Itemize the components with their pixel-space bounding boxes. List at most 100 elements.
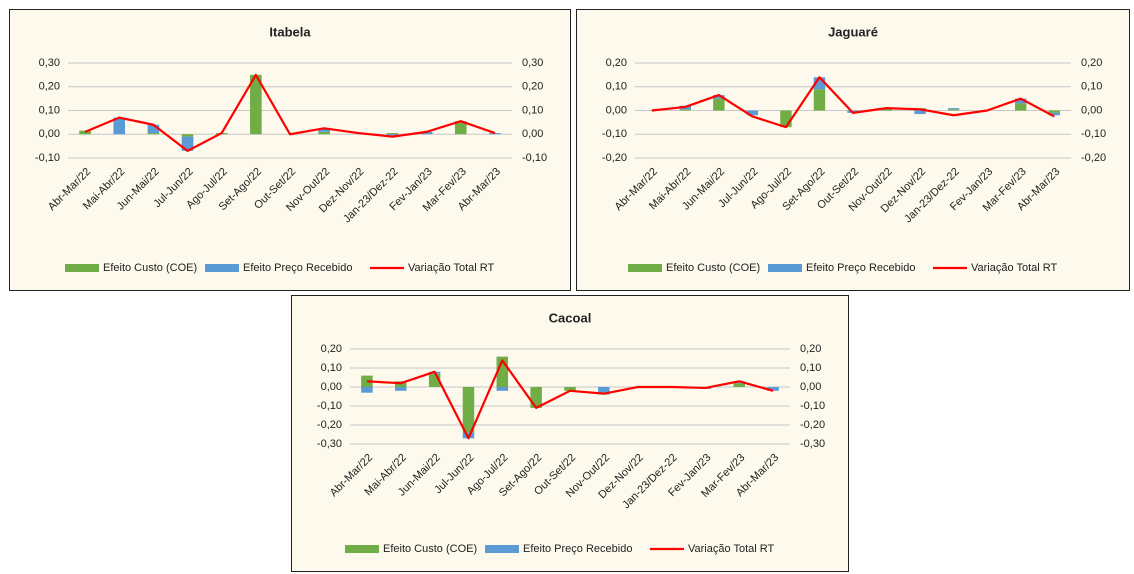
bar (713, 95, 725, 99)
bar (496, 387, 509, 391)
legend-label: Variação Total RT (688, 543, 774, 555)
y-tick-label: -0,30 (317, 438, 342, 450)
bar (462, 387, 475, 433)
y2-tick-label: 0,00 (1081, 104, 1102, 116)
bar (1014, 103, 1027, 111)
line-series (366, 359, 774, 440)
bar (1048, 112, 1060, 116)
bar (489, 133, 501, 135)
legend-swatch (768, 264, 802, 272)
y2-tick-label: 0,30 (522, 57, 543, 69)
bar (1014, 98, 1027, 104)
y2-tick-label: -0,20 (1081, 152, 1106, 164)
y2-tick-label: 0,10 (1081, 81, 1102, 93)
bar (733, 383, 745, 387)
legend-swatch (485, 545, 519, 553)
bar (530, 387, 542, 408)
bar (386, 133, 399, 135)
y2-tick-label: 0,20 (522, 81, 543, 93)
y2-tick-label: -0,10 (800, 400, 825, 412)
bar (181, 134, 194, 137)
bar (713, 98, 725, 111)
y-tick-label: -0,20 (317, 419, 342, 431)
legend-label: Efeito Custo (COE) (383, 543, 477, 555)
bar (454, 122, 467, 135)
legend-swatch (65, 264, 99, 272)
y-tick-label: 0,00 (321, 381, 342, 393)
bar (395, 387, 407, 391)
y2-tick-label: 0,00 (800, 381, 821, 393)
chart-title: Itabela (269, 24, 311, 39)
y2-tick-label: -0,10 (1081, 128, 1106, 140)
legend-label: Variação Total RT (971, 262, 1057, 274)
bar (428, 373, 441, 387)
bar (147, 133, 160, 135)
y2-tick-label: 0,20 (1081, 57, 1102, 69)
bar (914, 110, 926, 115)
bar (813, 89, 826, 111)
legend-label: Efeito Preço Recebido (523, 543, 632, 555)
y2-tick-label: 0,10 (522, 104, 543, 116)
bar (947, 109, 960, 111)
y2-tick-label: 0,20 (800, 343, 821, 355)
line-series (651, 76, 1055, 129)
bar (420, 131, 433, 135)
legend-label: Efeito Preço Recebido (806, 262, 915, 274)
y-tick-label: 0,10 (39, 104, 60, 116)
y2-tick-label: 0,10 (800, 362, 821, 374)
chart-panel: Itabela 0,30 0,20 0,10 0,00 -0,10 0,30 0,20 0,10… (9, 9, 571, 291)
bar (318, 129, 330, 132)
bar (1048, 110, 1060, 113)
bar (361, 387, 373, 393)
bar (746, 110, 759, 116)
chart-title: Jaguaré (828, 24, 878, 39)
legend-swatch (205, 264, 239, 272)
bar (679, 109, 692, 111)
bar (598, 387, 610, 395)
y2-tick-label: -0,20 (800, 419, 825, 431)
legend-swatch (628, 264, 662, 272)
legend-label: Efeito Custo (COE) (666, 262, 760, 274)
bar (147, 124, 160, 134)
y2-tick-label: -0,30 (800, 438, 825, 450)
chart-panel: Jaguaré 0,20 0,10 0,00 -0,10 -0,20 0,20 0,10 0,0… (576, 9, 1130, 291)
y-tick-label: 0,20 (321, 343, 342, 355)
y2-tick-label: -0,10 (522, 152, 547, 164)
y-tick-label: -0,20 (602, 152, 627, 164)
legend-label: Efeito Preço Recebido (243, 262, 352, 274)
y-tick-label: -0,10 (317, 400, 342, 412)
line-series (84, 73, 496, 152)
chart-title: Cacoal (549, 310, 592, 325)
y-tick-label: -0,10 (602, 128, 627, 140)
y-tick-label: 0,10 (606, 81, 627, 93)
chart: Itabela 0,30 0,20 0,10 0,00 -0,10 0,30 0,20 0,10… (35, 24, 547, 274)
bar (462, 432, 475, 439)
y-tick-label: 0,30 (39, 57, 60, 69)
y2-tick-label: 0,00 (522, 128, 543, 140)
bar (564, 387, 576, 391)
legend-label: Efeito Custo (COE) (103, 262, 197, 274)
bar (79, 130, 91, 135)
bar (181, 136, 194, 151)
y-tick-label: 0,10 (321, 362, 342, 374)
y-tick-label: -0,10 (35, 152, 60, 164)
y-tick-label: 0,20 (39, 81, 60, 93)
bar (250, 74, 262, 135)
bar (880, 109, 893, 111)
y-tick-label: 0,20 (606, 57, 627, 69)
bar (361, 375, 373, 387)
bar (113, 117, 126, 135)
y-tick-label: 0,00 (39, 128, 60, 140)
bar (813, 77, 826, 90)
bar (318, 131, 330, 135)
legend-label: Variação Total RT (408, 262, 494, 274)
bar (496, 356, 509, 387)
legend-swatch (345, 545, 379, 553)
chart: Cacoal 0,20 0,10 0,00 -0,10 -0,20 -0,30 0,20 0,1… (317, 310, 825, 555)
bar (767, 387, 779, 391)
bar (386, 134, 399, 136)
chart: Jaguaré 0,20 0,10 0,00 -0,10 -0,20 0,20 0,10 0,0… (602, 24, 1106, 274)
y-tick-label: 0,00 (606, 104, 627, 116)
chart-panel: Cacoal 0,20 0,10 0,00 -0,10 -0,20 -0,30 0,20 0,1… (291, 295, 849, 572)
